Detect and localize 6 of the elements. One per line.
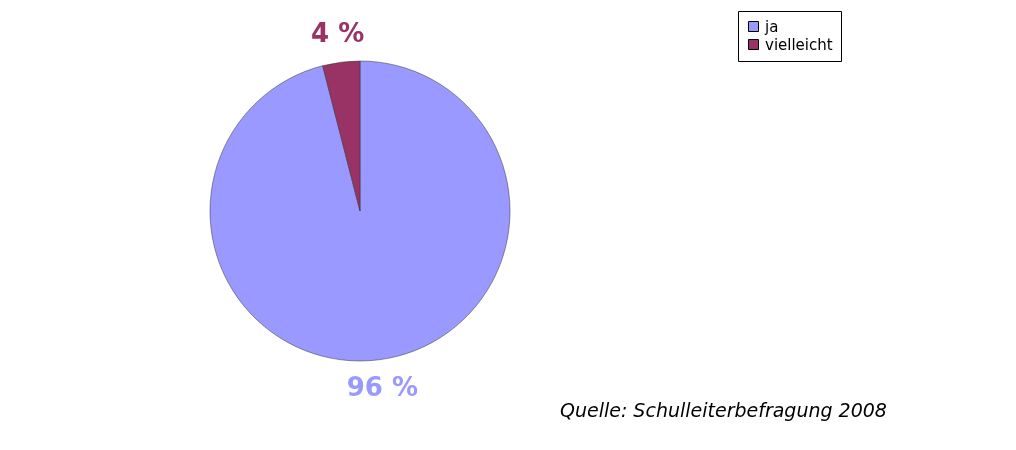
source-note: Quelle: Schulleiterbefragung 2008 <box>560 399 887 421</box>
data-label: 96 % <box>346 371 418 402</box>
legend-label: ja <box>764 17 779 36</box>
legend-label: vielleicht <box>765 35 833 54</box>
pie-slice <box>209 60 511 361</box>
data-label: 4 % <box>311 18 365 49</box>
